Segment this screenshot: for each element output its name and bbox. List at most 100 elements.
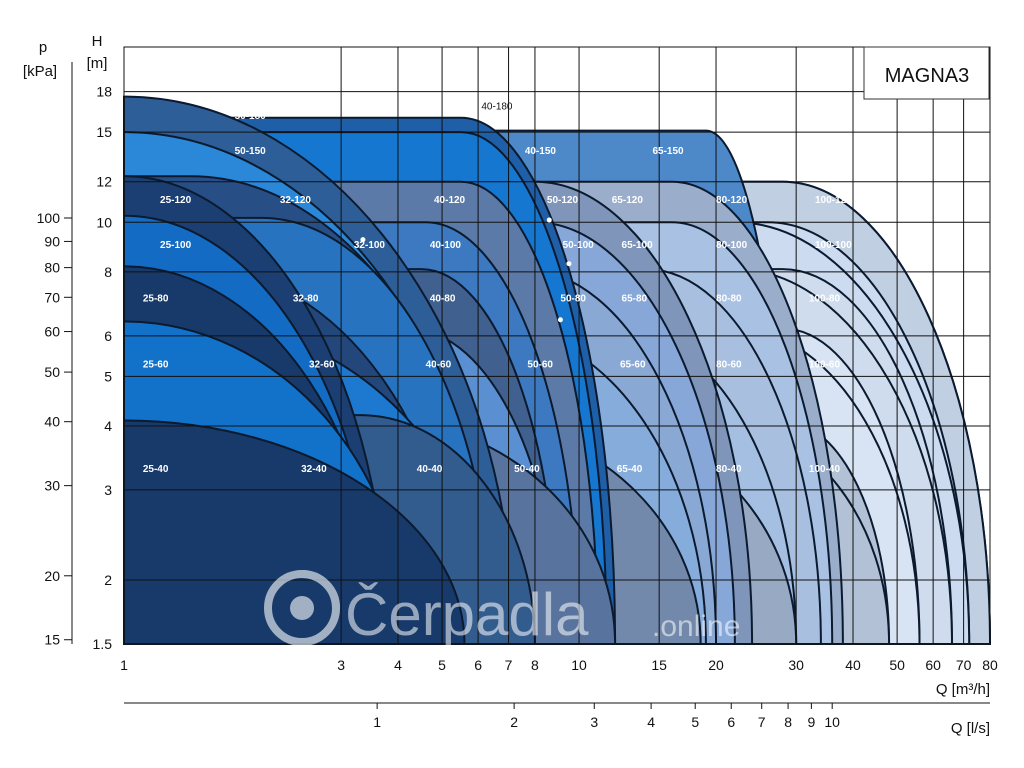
- y-tick-label: 2: [104, 572, 112, 588]
- region-label-32-80: 32-80: [293, 294, 319, 305]
- region-label-40-120: 40-120: [434, 195, 466, 206]
- x-tick-label: 7: [505, 657, 513, 673]
- x2-tick-label: 10: [824, 714, 840, 730]
- region-label-40-60: 40-60: [426, 360, 452, 371]
- region-label-80-40: 80-40: [716, 464, 742, 475]
- plot-frame: [123, 46, 991, 645]
- region-label-32-60: 32-60: [309, 360, 335, 371]
- region-label-40-100: 40-100: [430, 240, 462, 251]
- x2-tick-label: 4: [647, 714, 655, 730]
- region-label-25-60: 25-60: [143, 360, 169, 371]
- y2-tick-label: 20: [44, 568, 60, 584]
- y2-tick-label: 40: [44, 414, 60, 430]
- region-label-65-80: 65-80: [622, 294, 648, 305]
- region-label-100-100: 100-100: [815, 240, 852, 251]
- x-tick-label: 70: [956, 657, 972, 673]
- region-label-32-120: 32-120: [280, 195, 312, 206]
- x2-tick-label: 6: [727, 714, 735, 730]
- x-tick-label: 8: [531, 657, 539, 673]
- x2-tick-label: 9: [807, 714, 815, 730]
- chart-title: MAGNA3: [885, 65, 969, 87]
- watermark-logo-icon: [264, 570, 340, 646]
- region-label-50-80: 50-80: [560, 294, 586, 305]
- region-label-50-180: 50-180: [235, 111, 267, 122]
- y2-tick-label: 100: [37, 210, 61, 226]
- y2-axis-title: p: [39, 39, 47, 56]
- x-tick-label: 30: [788, 657, 804, 673]
- grid-lines: [123, 46, 991, 645]
- region-label-25-80: 25-80: [143, 294, 169, 305]
- x-tick-label: 50: [889, 657, 905, 673]
- y2-tick-label: 80: [44, 260, 60, 276]
- x2-tick-label: 1: [373, 714, 381, 730]
- axes: 1 3 4 5 6 7 8 10 15 20 30 40 50 60 70 80 Q [m³/h] 1 2 3 4 5 6 7…: [23, 33, 998, 737]
- leader-dot: [566, 261, 572, 267]
- y-tick-label: 3: [104, 482, 112, 498]
- watermark-text: Čerpadla: [345, 581, 589, 648]
- x2-tick-label: 8: [784, 714, 792, 730]
- region-label-65-40: 65-40: [617, 464, 643, 475]
- region-label-50-150: 50-150: [235, 146, 267, 157]
- region-label-100-80: 100-80: [809, 294, 841, 305]
- region-label-40-150: 40-150: [525, 146, 557, 157]
- region-label-100-40: 100-40: [809, 464, 841, 475]
- region-label-40-80: 40-80: [430, 294, 456, 305]
- x2-axis-title: Q [l/s]: [951, 720, 990, 737]
- y2-tick-label: 50: [44, 364, 60, 380]
- y-tick-label: 15: [96, 124, 112, 140]
- region-label-50-100: 50-100: [563, 240, 595, 251]
- x-tick-label: 40: [845, 657, 861, 673]
- y-tick-label: 18: [96, 84, 112, 100]
- region-label-40-180: 40-180: [481, 102, 513, 113]
- leader-dot: [360, 237, 366, 243]
- watermark-suffix: .online: [652, 610, 740, 643]
- x2-tick-label: 7: [758, 714, 766, 730]
- region-25-40: [123, 419, 466, 645]
- pump-regions: [123, 95, 992, 645]
- x-tick-label: 10: [571, 657, 587, 673]
- y-tick-label: 5: [104, 368, 112, 384]
- x-tick-label: 15: [651, 657, 667, 673]
- region-label-32-100: 32-100: [354, 240, 386, 251]
- leader-dot: [482, 115, 488, 121]
- y-tick-label: 12: [96, 174, 112, 190]
- x-tick-label: 4: [394, 657, 402, 673]
- region-labels: 40-180 50-180 50-150 40-150 65-150 25-120 32-1…: [143, 102, 852, 476]
- region-label-65-150: 65-150: [652, 146, 684, 157]
- y2-tick-label: 15: [44, 632, 60, 648]
- y2-tick-label: 30: [44, 478, 60, 494]
- y-tick-label: 6: [104, 328, 112, 344]
- x2-tick-label: 3: [590, 714, 598, 730]
- region-label-50-120: 50-120: [547, 195, 579, 206]
- x-tick-label: 5: [438, 657, 446, 673]
- region-label-25-40: 25-40: [143, 464, 169, 475]
- y-tick-label: 4: [104, 418, 112, 434]
- y2-tick-label: 70: [44, 289, 60, 305]
- region-label-80-80: 80-80: [716, 294, 742, 305]
- y-tick-label: 10: [96, 214, 112, 230]
- region-label-65-100: 65-100: [622, 240, 654, 251]
- region-label-40-40: 40-40: [417, 464, 443, 475]
- region-label-25-100: 25-100: [160, 240, 192, 251]
- region-label-32-40: 32-40: [301, 464, 327, 475]
- watermark: Čerpadla .online: [264, 570, 740, 648]
- x-tick-label: 3: [337, 657, 345, 673]
- x-tick-label: 60: [925, 657, 941, 673]
- region-label-50-40: 50-40: [514, 464, 540, 475]
- region-label-65-120: 65-120: [612, 195, 644, 206]
- region-label-80-60: 80-60: [716, 360, 742, 371]
- y2-tick-label: 90: [44, 233, 60, 249]
- y-axis-unit: [m]: [87, 55, 108, 72]
- chart-title-box: MAGNA3: [863, 46, 990, 100]
- x-tick-label: 20: [708, 657, 724, 673]
- region-label-80-120: 80-120: [716, 195, 748, 206]
- x-tick-label: 6: [474, 657, 482, 673]
- leader-dot: [557, 317, 563, 323]
- region-label-80-100: 80-100: [716, 240, 748, 251]
- y2-tick-label: 60: [44, 324, 60, 340]
- region-label-65-60: 65-60: [620, 360, 646, 371]
- y2-axis-unit: [kPa]: [23, 63, 57, 80]
- x-axis-title: Q [m³/h]: [936, 681, 990, 698]
- region-label-25-120: 25-120: [160, 195, 192, 206]
